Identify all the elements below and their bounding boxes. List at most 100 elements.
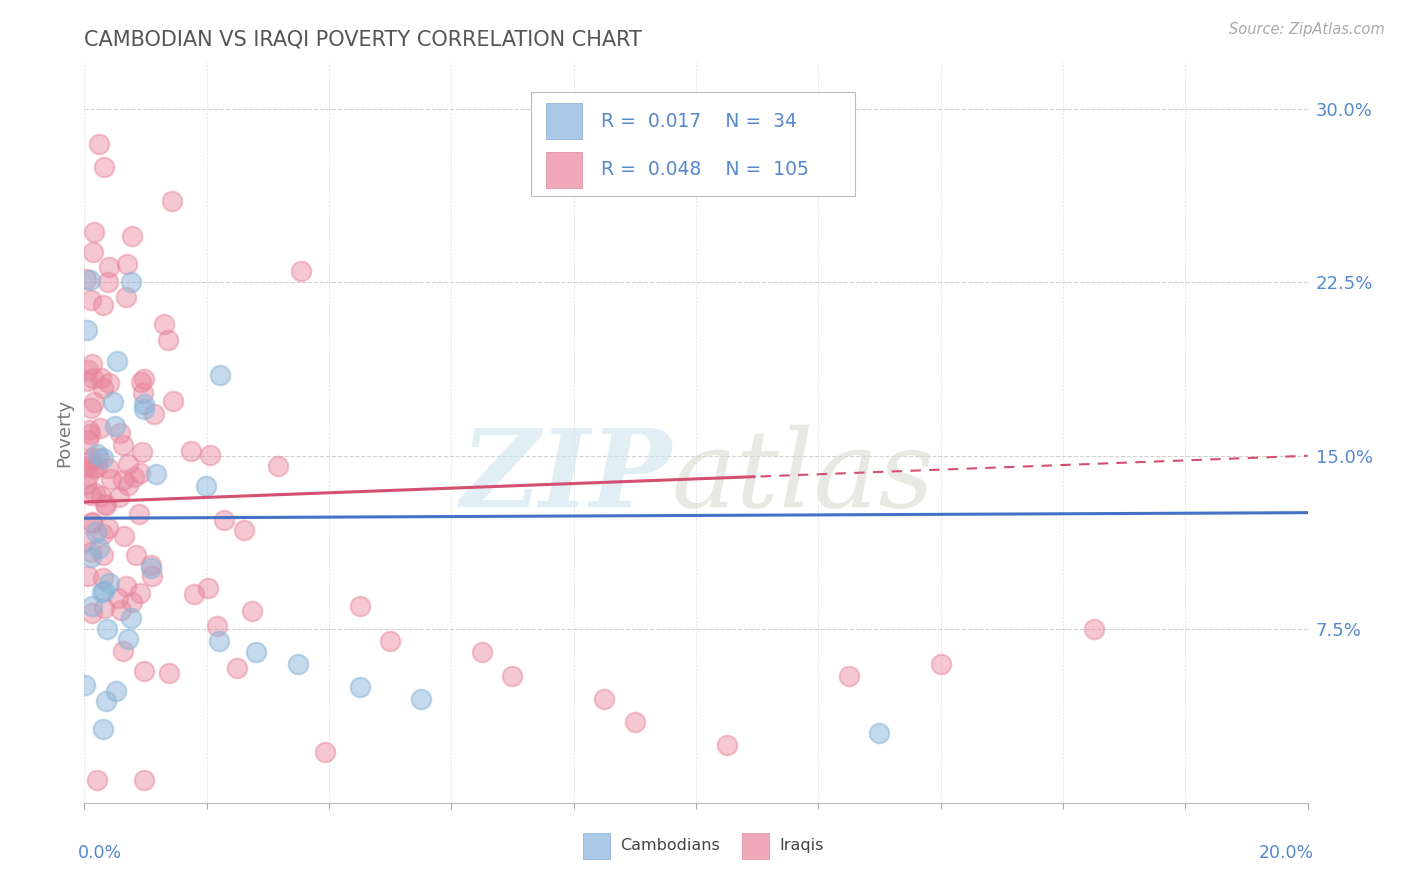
Point	[111, 644, 134, 658]
Point	[502, 668, 524, 682]
Point	[245, 645, 267, 659]
Point	[183, 587, 205, 601]
Point	[128, 508, 150, 522]
Text: ZIP: ZIP	[460, 424, 672, 530]
Point	[349, 599, 371, 614]
Point	[76, 374, 98, 388]
Point	[86, 525, 108, 540]
Point	[80, 293, 103, 307]
Point	[132, 397, 155, 411]
Point	[96, 622, 118, 636]
Point	[86, 459, 108, 474]
Point	[380, 633, 402, 648]
Point	[287, 657, 309, 671]
Point	[80, 401, 103, 415]
Point	[90, 585, 112, 599]
Text: Source: ZipAtlas.com: Source: ZipAtlas.com	[1229, 22, 1385, 37]
Point	[117, 632, 139, 646]
Point	[91, 722, 114, 736]
FancyBboxPatch shape	[531, 92, 855, 195]
Point	[82, 244, 104, 259]
Point	[117, 257, 139, 271]
Point	[141, 561, 163, 575]
Point	[75, 678, 97, 692]
Point	[132, 402, 155, 417]
Point	[111, 473, 134, 487]
Point	[110, 603, 132, 617]
Point	[75, 272, 97, 286]
Point	[120, 275, 142, 289]
Point	[105, 354, 128, 368]
Point	[197, 581, 219, 595]
Point	[96, 498, 118, 512]
Point	[114, 579, 136, 593]
Point	[208, 368, 231, 382]
Point	[104, 419, 127, 434]
Point	[97, 461, 120, 475]
Point	[180, 443, 202, 458]
Text: atlas: atlas	[672, 425, 935, 530]
Point	[98, 260, 121, 274]
Point	[111, 438, 134, 452]
Point	[471, 645, 494, 659]
Point	[117, 477, 139, 491]
Point	[86, 772, 108, 787]
Point	[82, 516, 104, 530]
Point	[409, 691, 432, 706]
Point	[134, 772, 156, 787]
Point	[100, 472, 122, 486]
Point	[90, 489, 112, 503]
Point	[869, 726, 891, 740]
Point	[122, 470, 145, 484]
Point	[232, 523, 254, 537]
Point	[77, 424, 100, 438]
Point	[82, 599, 104, 614]
Bar	[583, 833, 610, 859]
Point	[93, 600, 115, 615]
Text: R =  0.017    N =  34: R = 0.017 N = 34	[600, 112, 797, 130]
Point	[132, 664, 155, 678]
Point	[226, 661, 249, 675]
Point	[121, 229, 143, 244]
Point	[929, 657, 952, 671]
Point	[80, 549, 103, 564]
Point	[141, 558, 163, 572]
Text: R =  0.048    N =  105: R = 0.048 N = 105	[600, 161, 808, 179]
Point	[80, 488, 103, 502]
Point	[141, 569, 163, 583]
Point	[129, 467, 152, 481]
Point	[91, 298, 114, 312]
Point	[83, 461, 105, 475]
Point	[290, 263, 312, 277]
Point	[131, 445, 153, 459]
Point	[205, 618, 228, 632]
Point	[73, 534, 96, 549]
Point	[76, 363, 98, 377]
Y-axis label: Poverty: Poverty	[55, 399, 73, 467]
Point	[267, 458, 290, 473]
Point	[93, 161, 115, 175]
Point	[593, 691, 616, 706]
Bar	[546, 152, 582, 187]
Point	[110, 425, 132, 440]
Bar	[546, 103, 582, 139]
Point	[157, 333, 180, 347]
Point	[87, 541, 110, 555]
Point	[198, 448, 221, 462]
Point	[101, 395, 124, 409]
Point	[349, 680, 371, 694]
Point	[125, 548, 148, 562]
Point	[87, 450, 110, 465]
Text: Cambodians: Cambodians	[620, 838, 720, 854]
Point	[208, 633, 231, 648]
Point	[107, 591, 129, 606]
Point	[77, 433, 100, 447]
Point	[314, 745, 336, 759]
Point	[132, 372, 155, 386]
Point	[93, 583, 115, 598]
Point	[240, 603, 263, 617]
Bar	[742, 833, 769, 859]
Point	[77, 569, 100, 583]
Point	[97, 575, 120, 590]
Point	[98, 376, 121, 390]
